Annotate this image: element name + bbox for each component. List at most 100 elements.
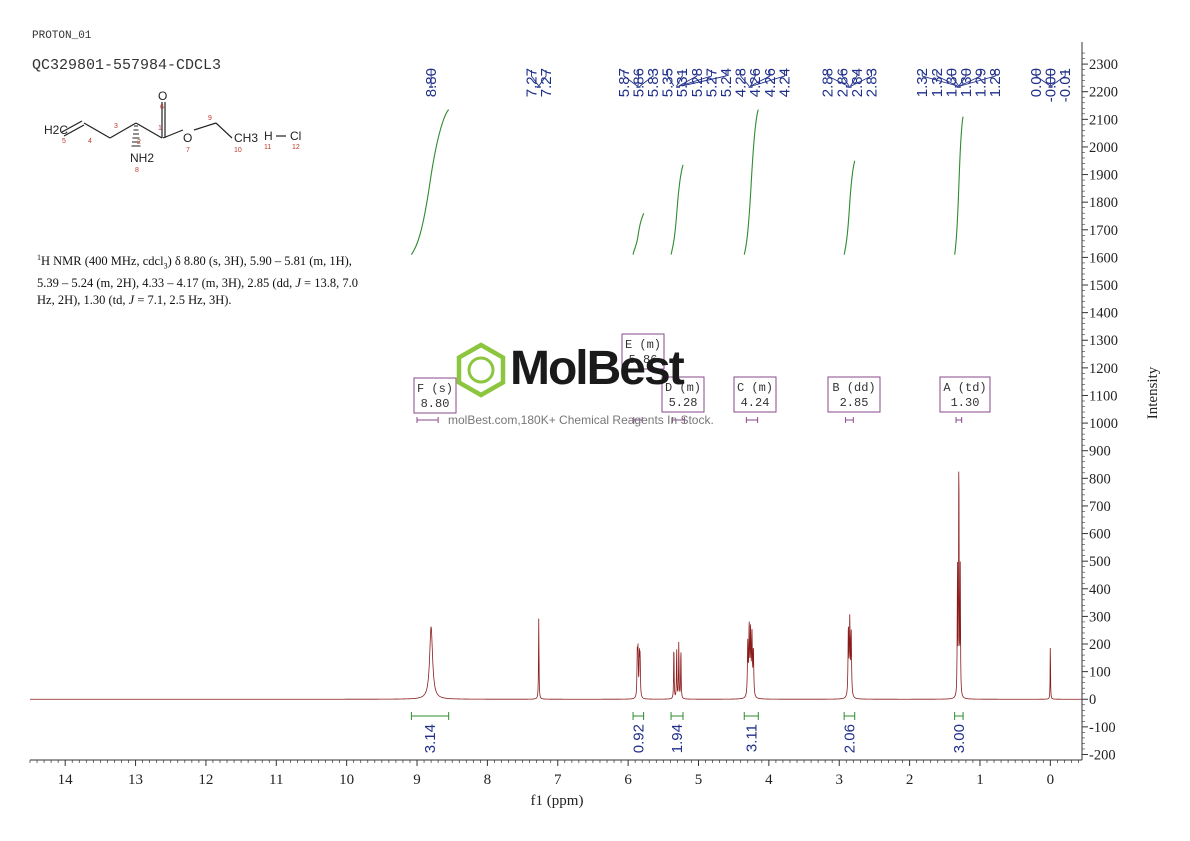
nmr-line2-rest: = 13.8, 7.0 <box>300 276 358 291</box>
integral-curve <box>843 160 856 255</box>
peak-label: 7.27 <box>538 68 555 97</box>
multiplet-shift: 5.28 <box>669 396 698 410</box>
nmr-line1-sub: 3 <box>163 261 168 271</box>
nmr-line1: H NMR (400 MHz, cdcl <box>41 254 164 269</box>
y-tick-label: 1600 <box>1089 250 1118 266</box>
x-tick-label: 3 <box>835 772 843 788</box>
watermark-tagline: molBest.com,180K+ Chemical Reagents In S… <box>448 413 714 427</box>
nmr-line3: Hz, 2H), 1.30 (td, <box>37 292 129 307</box>
y-tick-label: -200 <box>1089 747 1116 763</box>
atom-num-5: 5 <box>62 138 66 145</box>
peak-label: 5.83 <box>645 68 662 97</box>
spectrum-trace <box>30 471 1082 700</box>
peak-label-leader <box>950 70 960 87</box>
multiplet-box <box>661 376 705 413</box>
nmr-line1-rest: ) δ 8.80 (s, 3H), 5.90 – 5.81 (m, 1H), <box>167 254 352 269</box>
peak-label: 1.32 <box>929 68 946 97</box>
atom-label-h2c: H2C <box>44 123 68 137</box>
integral-value: 3.11 <box>743 724 760 752</box>
peak-label-leader <box>1050 70 1066 87</box>
peak-label: 4.28 <box>733 68 750 97</box>
y-tick-label: 600 <box>1089 527 1111 543</box>
y-tick-label: -100 <box>1089 720 1116 736</box>
peak-label-leader <box>958 70 967 87</box>
peak-label: 4.26 <box>747 68 764 97</box>
peak-label-leader <box>959 70 982 87</box>
peak-label: 2.88 <box>820 68 837 97</box>
y-tick-label: 300 <box>1089 609 1111 625</box>
multiplet-box <box>939 376 991 413</box>
peak-label-leader <box>531 70 540 87</box>
x-tick-label: 1 <box>976 772 984 788</box>
peak-label-leader <box>678 70 698 87</box>
y-tick-label: 1800 <box>1089 195 1118 211</box>
nmr-line3-rest: = 7.1, 2.5 Hz, 3H). <box>134 292 232 307</box>
atom-num-10: 10 <box>234 147 242 154</box>
peak-label: 8.80 <box>423 68 440 97</box>
atom-num-4: 4 <box>88 138 92 145</box>
integral-value: 1.94 <box>669 724 686 753</box>
x-tick-label: 11 <box>269 772 283 788</box>
peak-label: 5.35 <box>660 68 677 97</box>
y-tick-label: 1200 <box>1089 361 1118 377</box>
y-tick-label: 2300 <box>1089 57 1118 73</box>
y-tick-label: 500 <box>1089 554 1111 570</box>
atom-num-2: 2 <box>137 139 141 146</box>
peak-label-leader <box>679 70 712 87</box>
atom-label-o-carbonyl: O <box>158 90 167 103</box>
multiplet-label: B (dd) <box>832 381 875 395</box>
nmr-j-1: J <box>295 276 301 291</box>
integral-value: 3.00 <box>951 724 968 753</box>
peak-label: 5.24 <box>718 68 735 97</box>
multiplet-shift: 5.86 <box>629 353 658 367</box>
peak-label: 5.86 <box>630 68 647 97</box>
integral-curve <box>410 109 450 255</box>
peak-label-leader <box>538 70 547 87</box>
y-tick-label: 1700 <box>1089 223 1118 239</box>
peak-label: 5.27 <box>703 68 720 97</box>
peak-label: 2.86 <box>834 68 851 97</box>
integral-curve <box>670 164 684 255</box>
multiplet-shift: 1.30 <box>951 396 980 410</box>
x-tick-label: 6 <box>624 772 632 788</box>
atom-num-1: 1 <box>158 125 162 132</box>
peak-label-leader <box>750 70 771 87</box>
x-tick-label: 9 <box>413 772 421 788</box>
x-tick-label: 8 <box>484 772 492 788</box>
x-tick-label: 13 <box>128 772 143 788</box>
experiment-name: PROTON_01 <box>32 30 92 42</box>
atom-label-h: H <box>264 129 273 143</box>
y-tick-label: 200 <box>1089 637 1111 653</box>
peak-label: 5.31 <box>674 68 691 97</box>
multiplet-box <box>733 376 777 413</box>
multiplet-label: C (m) <box>737 381 773 395</box>
peak-label: -0.01 <box>1057 68 1074 102</box>
x-tick-label: 10 <box>339 772 354 788</box>
peak-label-leader <box>827 70 848 87</box>
y-tick-label: 1000 <box>1089 416 1118 432</box>
atom-num-6: 6 <box>160 104 164 111</box>
peak-label-leader <box>1035 70 1051 87</box>
peak-label: 1.30 <box>943 68 960 97</box>
multiplet-shift: 2.85 <box>840 396 869 410</box>
peak-label-leader <box>676 70 683 87</box>
atom-label-cl: Cl <box>290 129 301 143</box>
peak-label: 0.00 <box>1028 68 1045 97</box>
y-tick-label: 1500 <box>1089 278 1118 294</box>
y-tick-label: 1300 <box>1089 333 1118 349</box>
peak-label-leader <box>667 70 675 87</box>
y-tick-label: 1900 <box>1089 168 1118 184</box>
peak-label-leader <box>850 70 858 87</box>
peak-label: 1.28 <box>987 68 1004 97</box>
y-tick-label: 2000 <box>1089 140 1118 156</box>
multiplet-label: A (td) <box>943 381 986 395</box>
sample-id: QC329801-557984-CDCL3 <box>32 57 222 74</box>
multiplet-label: F (s) <box>417 382 453 396</box>
peak-label-leader <box>740 70 750 87</box>
peak-label: 2.83 <box>864 68 881 97</box>
multiplet-box <box>413 377 457 414</box>
nmr-line2: 5.39 – 5.24 (m, 2H), 4.33 – 4.17 (m, 3H)… <box>37 276 296 291</box>
x-tick-label: 0 <box>1047 772 1055 788</box>
peak-label: 1.32 <box>914 68 931 97</box>
multiplet-box <box>621 333 665 370</box>
